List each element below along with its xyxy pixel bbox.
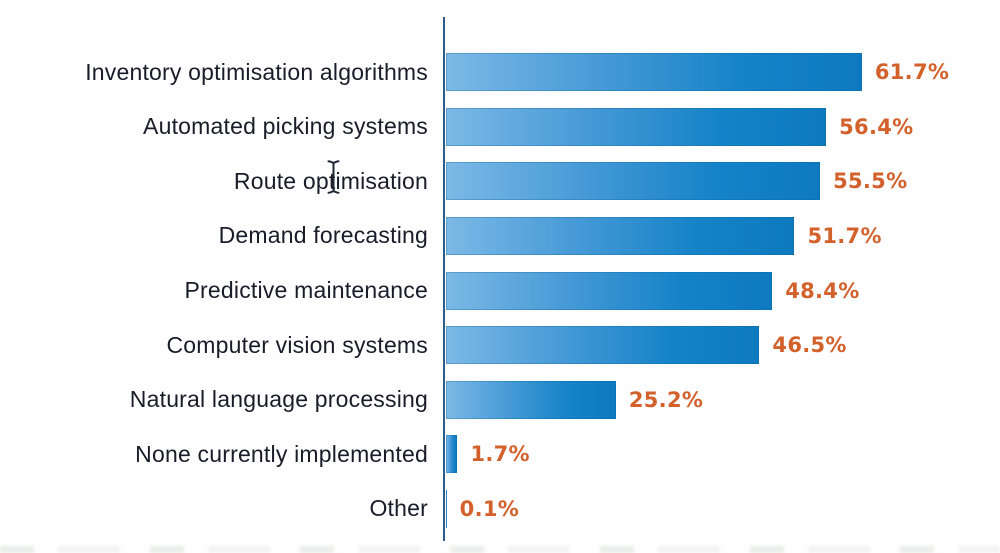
value-label: 51.7% — [807, 223, 882, 248]
bar — [446, 435, 458, 474]
value-label: 1.7% — [470, 442, 530, 467]
category-label: Predictive maintenance — [184, 277, 428, 304]
bar — [446, 162, 821, 201]
bar — [446, 271, 773, 310]
category-label: Natural language processing — [129, 386, 428, 413]
category-label: Inventory optimisation algorithms — [85, 58, 428, 85]
category-label: Other — [369, 495, 428, 522]
y-axis-line — [443, 17, 445, 541]
chart-row: Inventory optimisation algorithms 61.7% — [0, 45, 1000, 100]
chart-rows: Inventory optimisation algorithms 61.7% … — [0, 45, 1000, 536]
value-label: 0.1% — [459, 496, 520, 521]
value-label: 46.5% — [772, 333, 847, 358]
category-label: Automated picking systems — [143, 113, 428, 140]
category-label: None currently implemented — [135, 440, 428, 467]
chart-row: None currently implemented 1.7% — [0, 427, 1000, 482]
value-label: 25.2% — [628, 387, 704, 412]
chart-row: Demand forecasting 51.7% — [0, 209, 1000, 264]
bar-zone: 25.2% — [443, 372, 1000, 427]
category-label: Demand forecasting — [218, 222, 428, 249]
chart-row: Computer vision systems 46.5% — [0, 318, 1000, 373]
bar — [446, 53, 862, 92]
bar-zone: 55.5% — [443, 154, 1000, 209]
value-label: 55.5% — [833, 169, 908, 194]
bar — [446, 216, 795, 255]
bar-zone: 46.5% — [443, 318, 1000, 373]
bar-zone: 61.7% — [443, 45, 1000, 100]
bar-zone: 48.4% — [443, 263, 1000, 318]
chart-row: Predictive maintenance 48.4% — [0, 263, 1000, 318]
chart-row: Other 0.1% — [0, 482, 1000, 537]
bar — [446, 107, 827, 146]
value-label: 61.7% — [874, 60, 950, 85]
chart-row: Automated picking systems 56.4% — [0, 100, 1000, 155]
bar-zone: 51.7% — [443, 209, 1000, 264]
value-label: 48.4% — [785, 278, 860, 303]
chart-row: Route optimisation 55.5% — [0, 154, 1000, 209]
bar-zone: 0.1% — [443, 482, 1000, 537]
category-label: Computer vision systems — [166, 331, 428, 358]
bar — [446, 489, 447, 528]
chart-row: Natural language processing 25.2% — [0, 372, 1000, 427]
bar — [446, 380, 616, 419]
bar-zone: 56.4% — [443, 100, 1000, 155]
cropped-bottom-text-artifact — [0, 546, 1000, 553]
category-label: Route optimisation — [233, 167, 428, 194]
value-label: 56.4% — [839, 114, 914, 139]
bar — [446, 326, 760, 365]
bar-zone: 1.7% — [443, 427, 1000, 482]
